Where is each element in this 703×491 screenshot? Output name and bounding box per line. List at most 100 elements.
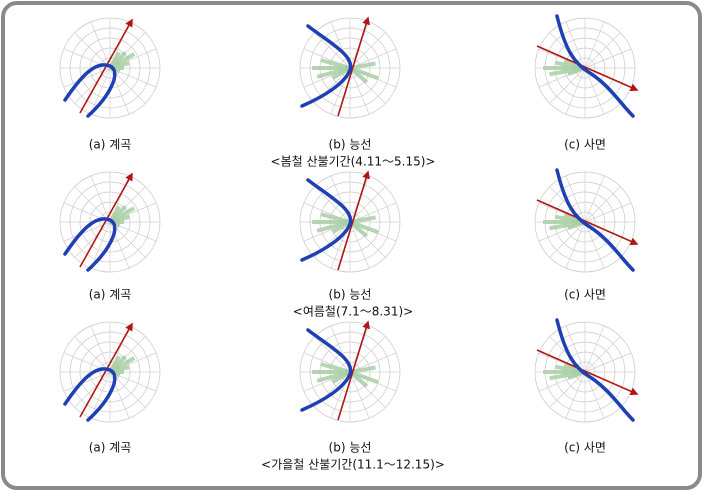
polar-diagram	[534, 168, 639, 273]
polar-spoke	[330, 21, 351, 69]
polar-spoke	[349, 371, 370, 419]
wind-bar	[349, 220, 379, 235]
season-caption: <가을철 산불기간(11.1～12.15)>	[261, 458, 445, 472]
wind-bar	[549, 370, 586, 381]
wind-bar	[320, 362, 351, 374]
polar-spoke	[584, 32, 621, 69]
season-caption: <봄철 산불기간(4.11～5.15)>	[271, 155, 436, 169]
polar-spoke	[314, 32, 351, 69]
wind-bar	[331, 66, 351, 80]
terrain-line	[555, 14, 635, 118]
polar-spoke	[584, 221, 605, 269]
polar-spoke	[584, 186, 621, 223]
wind-bar	[349, 370, 379, 385]
polar-spoke	[330, 325, 351, 373]
polar-spoke	[74, 32, 111, 69]
polar-spoke	[314, 186, 351, 223]
panel-label: (b) 능선	[329, 288, 372, 302]
polar-spoke	[549, 221, 586, 258]
wind-bar	[320, 58, 351, 70]
polar-spoke	[349, 67, 370, 115]
panel-label: (b) 능선	[329, 441, 372, 455]
terrain-line	[555, 168, 635, 272]
terrain-line	[300, 24, 353, 108]
polar-spoke	[74, 371, 111, 408]
polar-diagram	[59, 321, 161, 423]
polar-spoke	[584, 48, 632, 69]
polar-spoke	[90, 67, 111, 115]
wind-arrow	[536, 349, 639, 396]
panel-label: (a) 계곡	[89, 441, 132, 455]
terrain-line	[63, 367, 117, 422]
wind-bar	[349, 61, 376, 70]
polar-spoke	[565, 21, 586, 69]
polar-spoke	[63, 371, 111, 392]
polar-spoke	[565, 221, 586, 269]
terrain-line	[300, 328, 353, 412]
polar-diagram	[59, 171, 161, 273]
wind-bar	[555, 214, 586, 224]
polar-spoke	[74, 336, 111, 373]
polar-spoke	[584, 67, 605, 115]
polar-spoke	[90, 21, 111, 69]
wind-bar	[348, 370, 369, 388]
polar-spoke	[584, 352, 632, 373]
polar-spoke	[314, 336, 351, 373]
polar-spoke	[584, 325, 605, 373]
polar-spoke	[349, 336, 386, 373]
terrain-line	[555, 318, 635, 422]
polar-spoke	[584, 21, 605, 69]
wind-bar	[349, 365, 376, 374]
panel-label: (b) 능선	[329, 138, 372, 152]
wind-arrow	[337, 320, 370, 421]
polar-diagram	[534, 14, 639, 119]
panel-label: (c) 사면	[564, 138, 606, 152]
wind-arrow	[536, 199, 639, 246]
polar-spoke	[565, 175, 586, 223]
polar-spoke	[63, 67, 111, 88]
terrain-line	[300, 178, 353, 262]
polar-spoke	[349, 221, 370, 269]
polar-spoke	[74, 221, 111, 258]
wind-bar	[348, 220, 369, 238]
polar-spoke	[565, 325, 586, 373]
wind-bar	[316, 220, 351, 233]
season-caption: <여름철(7.1～8.31)>	[293, 305, 413, 319]
polar-spoke	[349, 32, 386, 69]
polar-spoke	[90, 221, 111, 269]
panel-label: (a) 계곡	[89, 138, 132, 152]
polar-spoke	[549, 67, 586, 104]
wind-bar	[555, 60, 586, 70]
wind-bar	[555, 364, 586, 374]
wind-bar	[549, 220, 586, 231]
polar-diagram	[299, 320, 401, 423]
polar-spoke	[90, 325, 111, 373]
polar-spoke	[565, 67, 586, 115]
wind-bar	[348, 66, 369, 84]
wind-bar	[320, 212, 351, 224]
wind-bar	[331, 220, 351, 234]
terrain-line	[63, 63, 117, 118]
polar-spoke	[584, 175, 605, 223]
panel-label: (c) 사면	[564, 288, 606, 302]
polar-spoke	[584, 371, 605, 419]
panel-label: (c) 사면	[564, 441, 606, 455]
polar-diagram	[299, 16, 401, 119]
wind-arrow	[337, 16, 370, 117]
polar-diagram	[59, 17, 161, 119]
panel-label: (a) 계곡	[89, 288, 132, 302]
polar-spoke	[349, 186, 386, 223]
wind-bar	[331, 370, 351, 384]
polar-spoke	[549, 371, 586, 408]
polar-spoke	[74, 67, 111, 104]
polar-diagram	[534, 318, 639, 423]
wind-arrow	[337, 170, 370, 271]
polar-spoke	[584, 202, 632, 223]
polar-spoke	[330, 175, 351, 223]
wind-arrow	[536, 45, 639, 92]
polar-diagram	[299, 170, 401, 273]
polar-spoke	[90, 175, 111, 223]
polar-spoke	[584, 336, 621, 373]
